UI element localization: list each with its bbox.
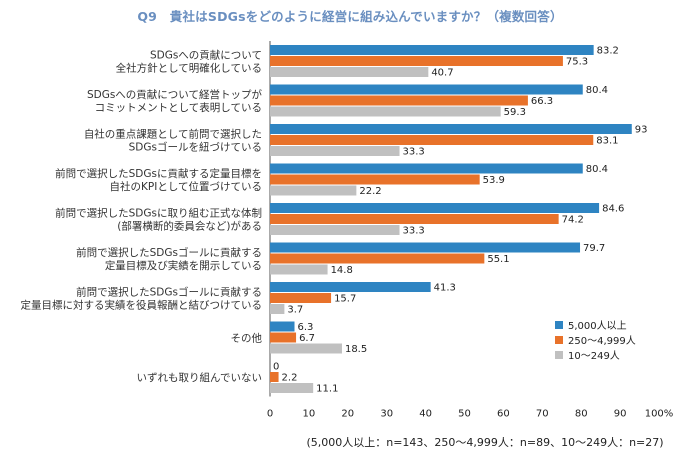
x-tick-label: 60 [497, 409, 510, 420]
bar [270, 225, 400, 235]
data-label: 93 [635, 125, 648, 136]
data-label: 83.2 [597, 46, 619, 57]
data-label: 79.7 [583, 243, 605, 254]
category-label: 全社方針として明確化している [116, 62, 262, 75]
bar [270, 253, 485, 264]
x-tick-label: 30 [380, 409, 393, 420]
chart-title: Q9 貴社はSDGsをどのように経営に組み込んでいますか？（複数回答） [137, 9, 563, 24]
bar [270, 185, 357, 196]
data-label: 41.3 [434, 283, 456, 294]
bar [270, 174, 480, 185]
bar [270, 321, 295, 332]
data-label: 11.1 [316, 384, 338, 395]
category-label: 定量目標及び実績を開示している [105, 259, 262, 272]
data-label: 15.7 [334, 294, 356, 305]
x-tick-label: 20 [341, 409, 354, 420]
bar [270, 95, 528, 106]
data-label: 6.3 [298, 322, 314, 333]
x-tick-label: 10 [303, 409, 316, 420]
data-label: 84.6 [602, 204, 624, 215]
category-label: その他 [231, 332, 263, 345]
bar [270, 135, 594, 145]
category-label: (部署横断的委員会など)がある [117, 220, 262, 233]
bar [270, 67, 429, 77]
category-label: いずれも取り組んでいない [137, 371, 262, 384]
data-label: 6.7 [299, 333, 315, 344]
bar [270, 282, 431, 292]
bar [270, 146, 400, 156]
legend-swatch [555, 336, 563, 344]
bar [270, 304, 285, 314]
x-tick-label: 100% [645, 409, 674, 420]
bar [270, 163, 583, 174]
bar [270, 214, 559, 224]
data-label: 83.1 [596, 136, 618, 147]
data-label: 33.3 [403, 226, 425, 237]
legend-swatch [555, 351, 563, 359]
bar [270, 264, 328, 275]
data-label: 0 [273, 362, 279, 373]
bar [270, 332, 297, 343]
bar [270, 293, 332, 303]
legend-label: 10～249人 [568, 350, 620, 362]
bar [270, 242, 581, 253]
data-label: 75.3 [566, 57, 588, 68]
data-label: 55.1 [487, 254, 509, 265]
data-label: 33.3 [403, 147, 425, 158]
bar [270, 45, 594, 55]
data-label: 14.8 [331, 265, 353, 276]
x-tick-label: 80 [575, 409, 588, 420]
data-label: 2.2 [282, 373, 298, 384]
sample-size-note: (5,000人以上：n=143、250～4,999人：n=89、10～249人：… [306, 436, 664, 449]
bar [270, 383, 314, 393]
data-label: 22.2 [359, 186, 381, 197]
data-label: 18.5 [345, 344, 367, 355]
category-label: SDGsゴールを紐づけている [129, 141, 262, 154]
bar [270, 343, 342, 354]
x-tick-label: 0 [267, 409, 273, 420]
legend-swatch [555, 321, 563, 329]
x-tick-label: 40 [419, 409, 432, 420]
bar [270, 56, 563, 66]
bar [270, 203, 600, 213]
bar [270, 372, 279, 382]
category-label: 前問で選択したSDGsに取り組む正式な体制 [55, 207, 262, 220]
data-label: 40.7 [431, 68, 453, 79]
category-label: 自社のKPIとして位置づけている [110, 180, 263, 193]
category-label: コミットメントとして表明している [95, 101, 262, 114]
x-tick-label: 50 [458, 409, 471, 420]
bar [270, 124, 632, 134]
x-tick-label: 90 [614, 409, 627, 420]
bar [270, 84, 583, 95]
category-label: SDGsへの貢献について [150, 49, 262, 62]
legend-label: 5,000人以上 [568, 320, 627, 332]
data-label: 3.7 [287, 305, 303, 316]
category-label: 自社の重点課題として前問で選択した [84, 128, 262, 141]
data-label: 74.2 [562, 215, 584, 226]
category-label: 定量目標に対する実績を役員報酬と結びつけている [21, 299, 263, 312]
category-label: SDGsへの貢献について経営トップが [87, 88, 263, 101]
x-tick-label: 70 [536, 409, 549, 420]
bar [270, 106, 501, 117]
category-label: 前問で選択したSDGsに貢献する定量目標を [55, 167, 262, 180]
category-label: 前問で選択したSDGsゴールに貢献する [76, 246, 262, 259]
legend-label: 250～4,999人 [568, 335, 636, 347]
data-label: 53.9 [483, 175, 505, 186]
data-label: 80.4 [586, 164, 608, 175]
data-label: 66.3 [531, 96, 553, 107]
data-label: 80.4 [586, 85, 608, 96]
data-label: 59.3 [504, 107, 526, 118]
category-label: 前問で選択したSDGsゴールに貢献する [76, 286, 262, 299]
